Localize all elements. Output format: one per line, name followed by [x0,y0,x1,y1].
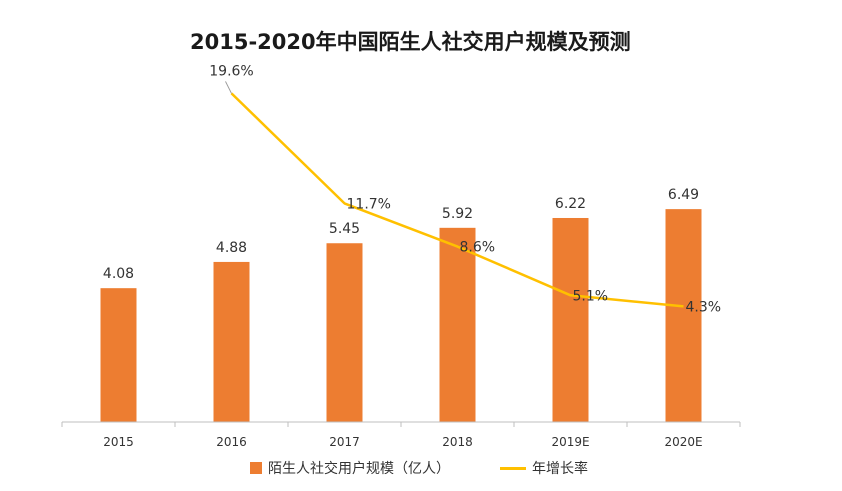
x-tick-label: 2016 [216,435,247,449]
bar-value-label: 4.88 [216,240,247,256]
bar-value-label: 6.49 [668,187,699,203]
bar-value-label: 4.08 [103,266,134,282]
line-value-label: 19.6% [209,63,253,79]
line-value-label: 5.1% [573,288,609,304]
bar-value-label: 5.92 [442,206,473,222]
line-value-label: 8.6% [460,240,496,256]
bar-value-label: 5.45 [329,221,360,237]
bar-2015 [100,288,137,422]
line-value-label: 11.7% [347,196,391,212]
x-tick-label: 2017 [329,435,360,449]
growth-rate-line [230,92,684,308]
bar-2020E [665,209,702,422]
legend-line-label: 年增长率 [532,461,588,477]
legend: 陌生人社交用户规模（亿人） 年增长率 [0,458,842,482]
x-tick-label: 2020E [664,435,702,449]
legend-bar-label: 陌生人社交用户规模（亿人） [268,461,450,477]
x-tick-label: 2015 [103,435,134,449]
line-value-label: 4.3% [686,299,722,315]
bar-2017 [326,243,363,422]
chart-title: 2015-2020年中国陌生人社交用户规模及预测 [190,30,631,54]
legend-line-swatch [500,466,526,470]
bar-2016 [213,261,250,422]
legend-bar-swatch [250,462,262,474]
bar-2018 [439,227,476,422]
label-leader-line [225,81,232,94]
bar-value-label: 6.22 [555,196,586,212]
bar-2019E [552,217,589,422]
legend-item-bar: 陌生人社交用户规模（亿人） [250,458,450,478]
legend-item-line: 年增长率 [500,458,588,478]
x-tick-label: 2019E [551,435,589,449]
x-tick-label: 2018 [442,435,473,449]
